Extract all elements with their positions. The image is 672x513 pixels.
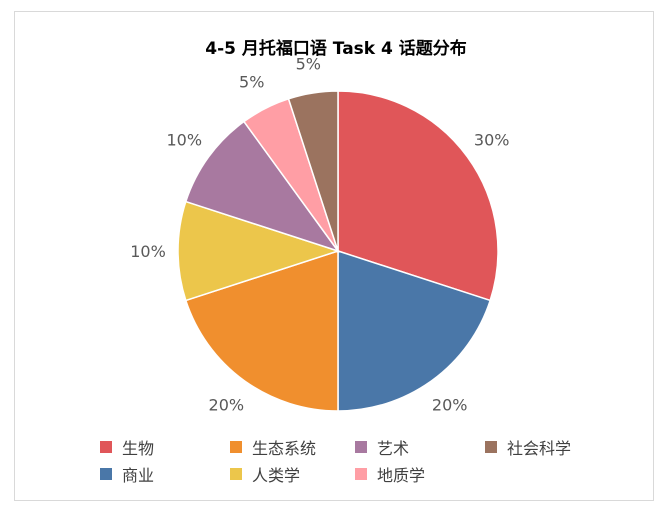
- slice-percent-label: 5%: [239, 73, 264, 92]
- pie-slice: [177, 200, 341, 302]
- legend-item: 社会科学: [485, 436, 571, 458]
- legend-label: 人类学: [252, 466, 301, 485]
- legend-swatch: [355, 441, 367, 453]
- legend-swatch: [485, 441, 497, 453]
- slice-percent-label: 5%: [296, 54, 321, 73]
- legend-label: 社会科学: [507, 439, 572, 458]
- legend-label: 生物: [122, 439, 155, 458]
- legend-item: 人类学: [230, 463, 300, 485]
- legend-swatch: [230, 441, 242, 453]
- legend-item: 生态系统: [230, 436, 316, 458]
- pie-slice: [337, 90, 499, 302]
- slice-percent-label: 30%: [474, 130, 510, 149]
- chart-title: 4-5 月托福口语 Task 4 话题分布: [205, 39, 467, 59]
- pie-slice: [184, 249, 339, 412]
- pie-slice: [287, 90, 339, 252]
- legend-swatch: [230, 468, 242, 480]
- pie-slice: [337, 249, 492, 412]
- legend-label: 艺术: [377, 439, 410, 458]
- slice-percent-label: 20%: [432, 396, 468, 415]
- legend-item: 地质学: [355, 463, 425, 485]
- legend-label: 商业: [122, 466, 155, 485]
- slice-percent-label: 10%: [130, 242, 166, 261]
- legend-label: 生态系统: [252, 439, 317, 458]
- legend-swatch: [355, 468, 367, 480]
- legend-swatch: [100, 468, 112, 480]
- slice-percent-label: 10%: [167, 130, 203, 149]
- pie-slice: [184, 120, 340, 253]
- legend-item: 艺术: [355, 436, 409, 458]
- legend-item: 商业: [100, 463, 154, 485]
- legend-label: 地质学: [377, 466, 426, 485]
- legend-swatch: [100, 441, 112, 453]
- slice-percent-label: 20%: [209, 396, 245, 415]
- legend-item: 生物: [100, 436, 154, 458]
